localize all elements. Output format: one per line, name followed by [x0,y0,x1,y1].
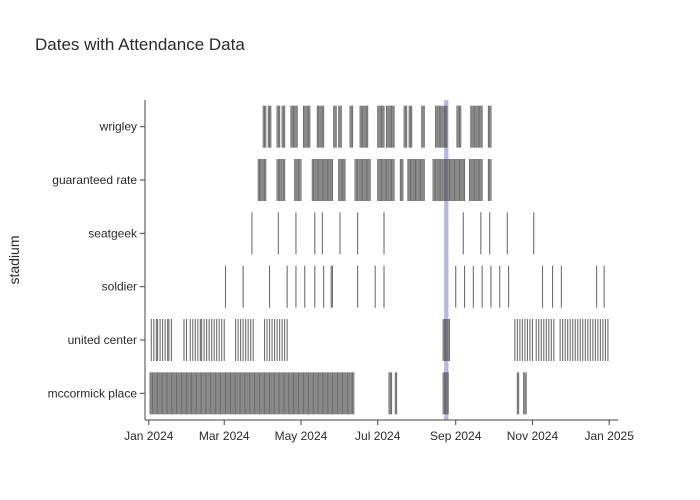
x-tick-label: Nov 2024 [507,429,559,443]
series-united-center [150,319,609,361]
y-tick-label: guaranteed rate [52,173,137,187]
series-wrigley [262,105,492,148]
y-tick-label: wrigley [99,120,137,134]
axes-layer: wrigley guaranteed rate seatgeek soldier uni… [48,100,634,443]
x-tick-label: Jul 2024 [355,429,401,443]
date-marks-layer [149,105,609,415]
x-tick-label: Jan 2024 [124,429,174,443]
highlight-band [444,100,449,420]
series-guaranteed-rate [257,159,492,201]
chart-title: Dates with Attendance Data [35,35,245,54]
highlight-band-layer [444,100,449,420]
y-axis-label: stadium [6,235,22,284]
x-tick-label: May 2024 [275,429,328,443]
series-mccormick-place [149,372,527,415]
y-tick-label: mccormick place [48,386,138,400]
y-tick-label: seatgeek [88,226,138,240]
x-tick-label: Sep 2024 [430,429,482,443]
y-tick-label: soldier [102,280,137,294]
series-soldier [224,265,605,308]
y-tick-label: united center [68,333,137,347]
x-tick-label: Jan 2025 [584,429,634,443]
x-tick-label: Mar 2024 [199,429,250,443]
series-seatgeek [251,212,535,255]
